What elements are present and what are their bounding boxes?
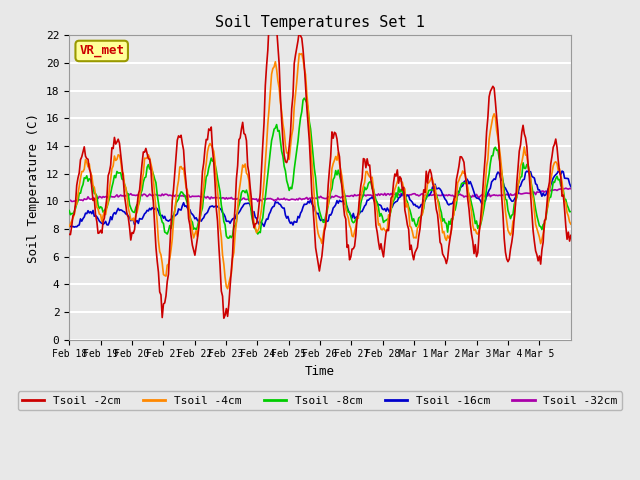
Y-axis label: Soil Temperature (C): Soil Temperature (C) <box>28 112 40 263</box>
Title: Soil Temperatures Set 1: Soil Temperatures Set 1 <box>215 15 425 30</box>
Text: VR_met: VR_met <box>79 45 124 58</box>
Legend: Tsoil -2cm, Tsoil -4cm, Tsoil -8cm, Tsoil -16cm, Tsoil -32cm: Tsoil -2cm, Tsoil -4cm, Tsoil -8cm, Tsoi… <box>18 391 622 410</box>
X-axis label: Time: Time <box>305 365 335 378</box>
